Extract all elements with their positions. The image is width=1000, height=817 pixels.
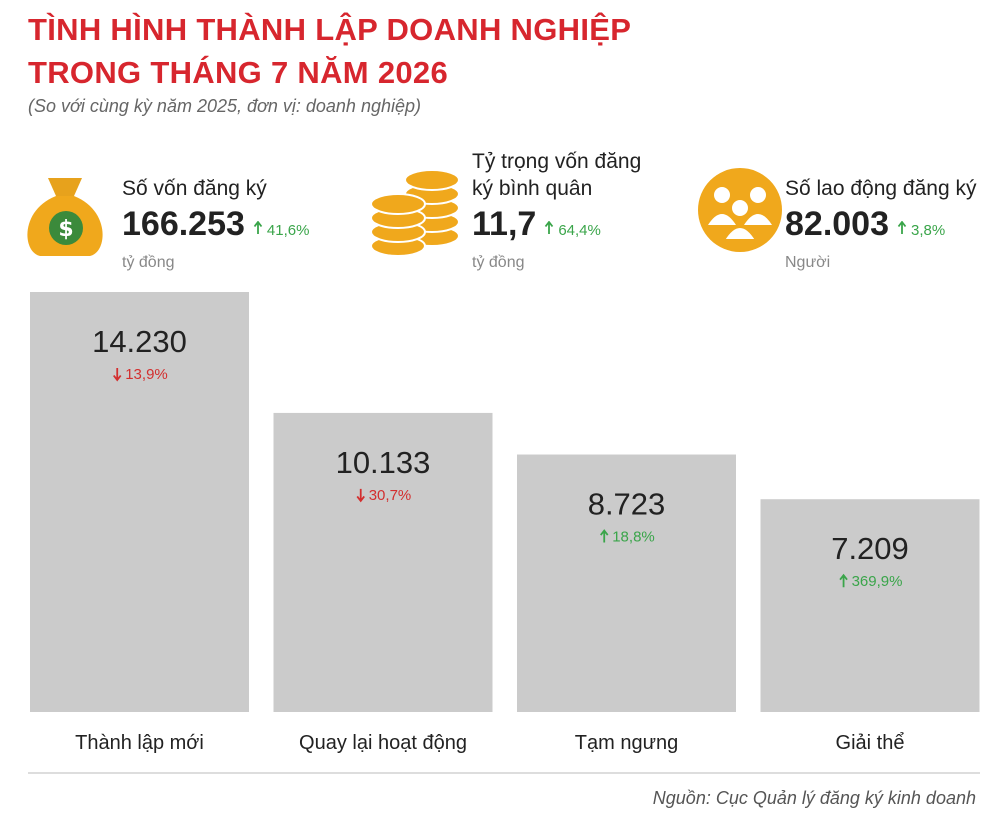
stat-row: 82.003 3,8% <box>785 205 945 244</box>
stat-unit: tỷ đồng <box>122 254 175 271</box>
arrow-icon <box>839 573 848 588</box>
arrow-icon <box>113 368 122 382</box>
category-label: Quay lại hoạt động <box>299 732 467 754</box>
svg-text:$: $ <box>58 217 73 242</box>
category-label: Tạm ngưng <box>575 732 678 754</box>
arrow-icon <box>545 221 554 234</box>
change-label: 13,9% <box>125 366 168 383</box>
value-label: 8.723 <box>588 487 666 522</box>
value-label: 10.133 <box>336 445 431 480</box>
arrow-icon <box>356 488 365 503</box>
subtitle: (So với cùng kỳ năm 2025, đơn vị: doanh … <box>28 96 421 116</box>
category-label: Thành lập mới <box>75 732 204 754</box>
stat-unit: Người <box>785 254 831 271</box>
money-bag-icon: $ <box>27 178 103 256</box>
change-label: 30,7% <box>369 487 412 504</box>
arrow-icon <box>600 529 609 543</box>
title: TRONG THÁNG 7 NĂM 2026 <box>28 55 448 90</box>
stat-change: 41,6% <box>266 222 310 239</box>
change-label: 18,8% <box>612 529 655 546</box>
coins-icon <box>370 169 460 257</box>
stat-change: 64,4% <box>558 222 601 239</box>
stat-unit: tỷ đồng <box>472 254 525 271</box>
stat-value: 82.003 <box>785 205 889 243</box>
stat: Số lao động đăng ký <box>785 175 976 202</box>
title: TÌNH HÌNH THÀNH LẬP DOANH NGHIỆP <box>28 12 632 47</box>
source: Nguồn: Cục Quản lý đăng ký kinh doanh <box>652 788 976 808</box>
value-label: 14.230 <box>92 324 187 359</box>
arrow-icon <box>897 221 907 234</box>
stat-label: Số vốn đăng ký <box>122 177 267 200</box>
stat-label: Tỷ trọng vốn đăng ký bình quân <box>472 150 642 200</box>
stat-value: 166.253 <box>122 205 245 243</box>
stat: Tỷ trọng vốn đăng ký bình quân <box>472 148 657 202</box>
bar <box>273 412 493 712</box>
stat-label: Số lao động đăng ký <box>785 177 977 200</box>
value-label: 7.209 <box>831 531 909 566</box>
bar <box>30 292 249 712</box>
stat-row: 11,7 64,4% <box>472 205 601 244</box>
stat-row: 166.253 41,6% <box>122 205 309 244</box>
stat-value: 11,7 <box>472 205 537 243</box>
stat: Số vốn đăng ký <box>122 175 267 202</box>
change-label: 369,9% <box>852 573 903 590</box>
people-icon <box>698 168 782 252</box>
arrow-icon <box>253 221 263 234</box>
bar <box>760 499 980 712</box>
category-label: Giải thể <box>836 732 905 754</box>
bar <box>517 454 736 712</box>
stat-change: 3,8% <box>911 222 946 239</box>
